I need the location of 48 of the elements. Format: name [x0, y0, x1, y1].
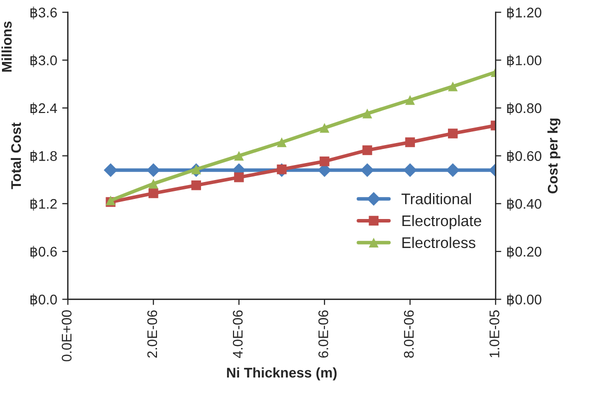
y2-tick-label: ฿0.80: [507, 102, 542, 115]
x-tick-label: 4.0E-06: [232, 310, 243, 358]
point: [405, 137, 415, 148]
point: [104, 163, 118, 178]
point: [148, 188, 158, 198]
point: [191, 180, 202, 190]
point: [320, 156, 330, 166]
y2-axis-title: Cost per kg: [547, 118, 560, 194]
y2-tick-label: ฿0.00: [507, 294, 542, 306]
point: [276, 164, 287, 174]
x-tick-label: 6.0E-06: [318, 310, 328, 358]
y-tick-label: ฿3.0: [30, 54, 57, 68]
point: [448, 82, 458, 92]
point: [446, 163, 460, 178]
y-tick-label: ฿3.6: [30, 6, 57, 20]
y2-tick-label: ฿1.20: [507, 6, 542, 20]
x-tick-label: 0.0E+00: [62, 310, 72, 362]
point: [405, 95, 415, 105]
x-tick-label: 2.0E-06: [147, 310, 158, 358]
legend-label: Electroplate: [402, 214, 482, 230]
legend-label: Electroless: [402, 236, 476, 248]
point: [146, 163, 160, 178]
y-tick-label: ฿0.0: [30, 294, 57, 306]
y-tick-label: ฿2.4: [30, 102, 58, 115]
y-tick-label: ฿1.8: [30, 150, 57, 163]
y2-tick-label: ฿0.40: [507, 198, 542, 211]
point: [320, 123, 330, 133]
point: [276, 137, 287, 148]
point: [191, 164, 202, 174]
legend-label: Traditional: [402, 193, 471, 204]
x-tick-label: 8.0E-06: [404, 310, 414, 358]
point: [403, 163, 417, 178]
point: [148, 178, 158, 189]
point: [362, 145, 372, 156]
y2-tick-label: ฿1.00: [507, 54, 542, 68]
text: Millions: [1, 21, 12, 72]
point: [448, 128, 458, 138]
point: [234, 150, 244, 161]
x-axis-title: Ni Thickness (m): [227, 367, 337, 380]
y-axis-title: Total Cost: [10, 122, 21, 190]
y2-tick-label: ฿0.20: [507, 246, 542, 258]
y-tick-label: ฿0.6: [30, 246, 57, 258]
x-tick-label: 1.0E-05: [489, 310, 500, 358]
point: [362, 108, 372, 118]
y-tick-label: ฿1.2: [30, 198, 57, 211]
point: [360, 163, 374, 178]
point: [234, 172, 244, 182]
y2-tick-label: ฿0.60: [507, 150, 542, 163]
